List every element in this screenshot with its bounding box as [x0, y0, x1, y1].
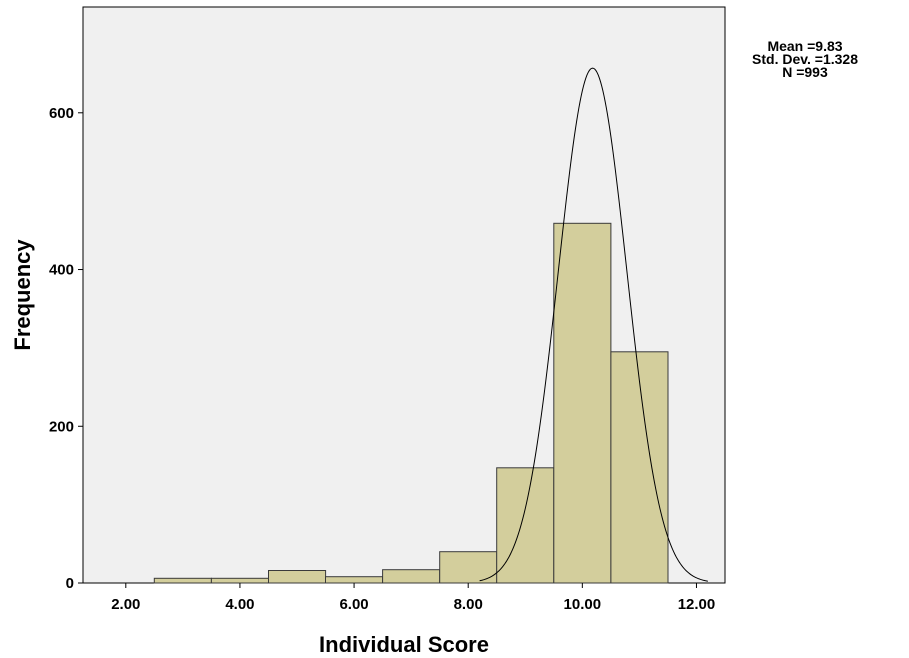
histogram-bar-9 [610, 351, 669, 584]
x-axis-ticks: 2.00 4.00 6.00 8.00 10.00 12.00 [111, 583, 715, 613]
histogram-bar-2 [210, 577, 269, 584]
x-axis-title: Individual Score [319, 632, 489, 657]
x-tick-label: 8.00 [454, 596, 483, 613]
y-tick-label: 200 [49, 418, 74, 435]
histogram-bar-1 [153, 577, 212, 584]
y-axis-ticks: 0 200 400 600 [49, 105, 83, 592]
std-dev-label: Std. Dev. =1.328 [752, 51, 858, 67]
histogram-bar-3 [268, 570, 327, 584]
histogram-bar-5 [382, 569, 441, 584]
x-tick-label: 4.00 [225, 596, 254, 613]
y-tick-label: 0 [66, 575, 74, 592]
histogram-bars [153, 222, 669, 584]
x-tick-label: 6.00 [339, 596, 368, 613]
y-tick-label: 400 [49, 262, 74, 279]
mean-label: Mean =9.83 [767, 38, 843, 54]
histogram-bar-6 [439, 551, 498, 584]
y-axis-title: Frequency [10, 239, 35, 351]
x-tick-label: 10.00 [564, 596, 602, 613]
x-tick-label: 12.00 [678, 596, 716, 613]
normal-curve [479, 67, 708, 582]
stats-box: Mean =9.83 Std. Dev. =1.328 N =993 [705, 38, 905, 80]
histogram-bar-4 [325, 576, 384, 584]
histogram-bar-8 [553, 222, 612, 584]
y-tick-label: 600 [49, 105, 74, 122]
n-label: N =993 [782, 64, 828, 80]
histogram-bar-7 [496, 467, 555, 584]
x-tick-label: 2.00 [111, 596, 140, 613]
